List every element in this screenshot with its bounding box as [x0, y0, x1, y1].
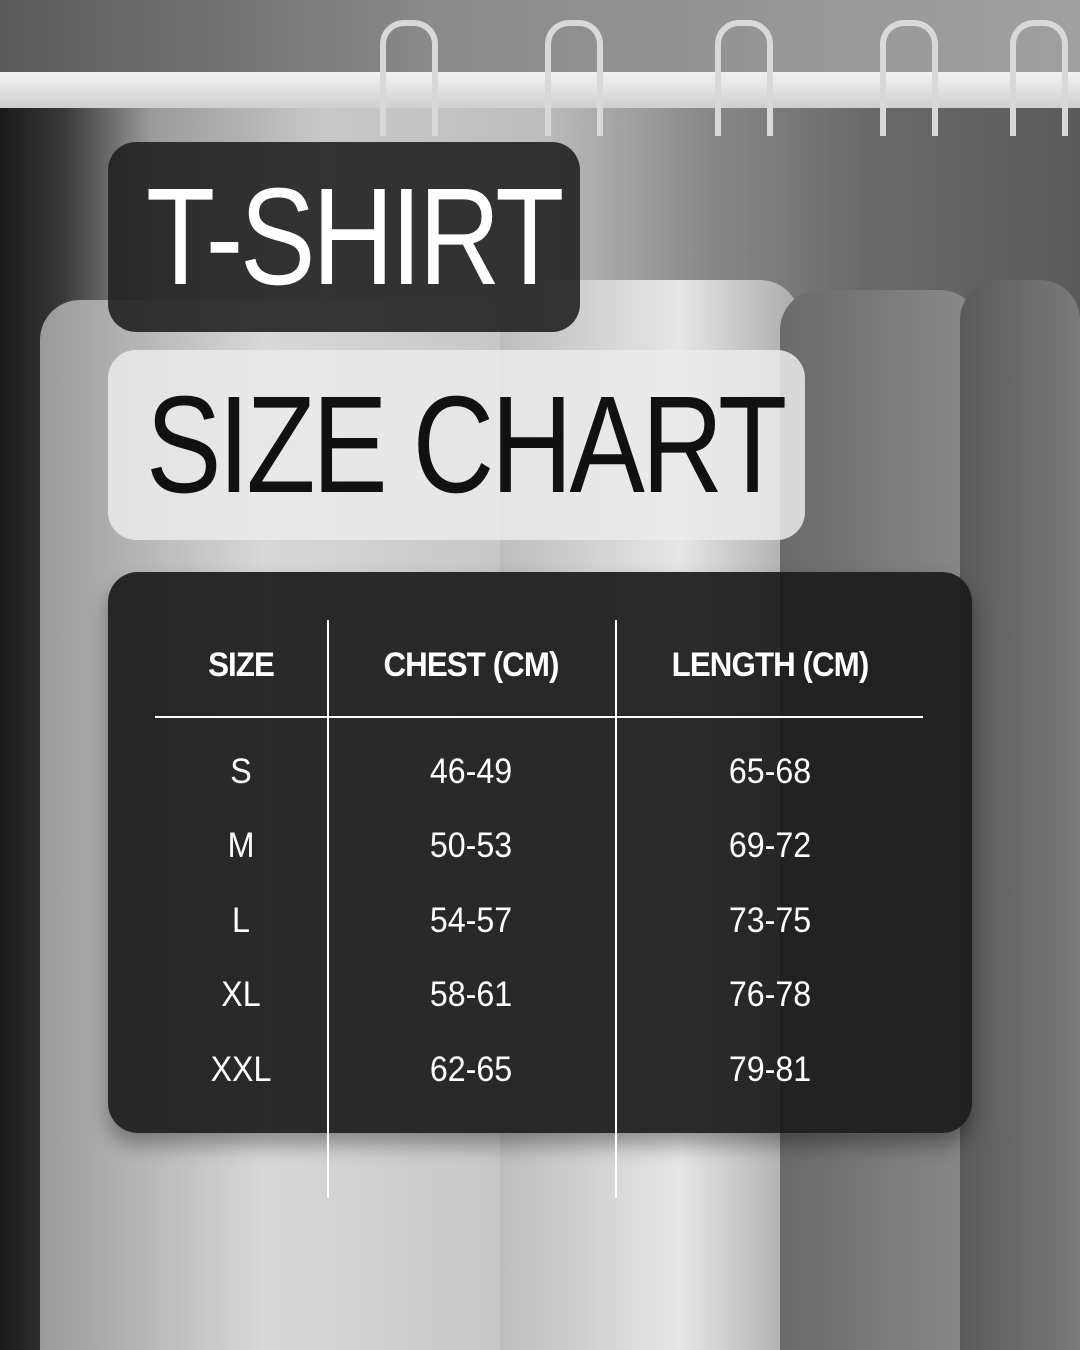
- hanger-hook-icon: [880, 20, 938, 136]
- title-box-size-chart: SIZE CHART: [108, 350, 805, 540]
- cell-size: S: [230, 752, 252, 791]
- cell-length: 73-75: [728, 901, 812, 940]
- header-length: LENGTH (CM): [671, 646, 870, 684]
- cell-chest: 54-57: [429, 901, 513, 940]
- hanger-hook-icon: [545, 20, 603, 136]
- title-line2: SIZE CHART: [146, 368, 787, 522]
- header-chest: CHEST (CM): [383, 646, 560, 684]
- cell-chest: 58-61: [429, 975, 513, 1014]
- cell-length: 65-68: [728, 752, 812, 791]
- cell-length: 69-72: [728, 826, 812, 865]
- clothing-rail: [0, 72, 1080, 108]
- cell-chest: 62-65: [429, 1050, 513, 1089]
- cell-chest: 50-53: [429, 826, 513, 865]
- hanger-hook-icon: [1010, 20, 1068, 136]
- size-table-panel: [108, 572, 972, 1133]
- header-divider: [155, 716, 923, 718]
- column-divider: [327, 620, 329, 1198]
- column-divider: [615, 620, 617, 1198]
- cell-size: XL: [221, 975, 261, 1014]
- hanger-hook-icon: [380, 20, 438, 136]
- header-size: SIZE: [208, 646, 275, 684]
- cell-size: L: [232, 901, 250, 940]
- shirt-dark: [960, 280, 1080, 1350]
- cell-chest: 46-49: [429, 752, 513, 791]
- cell-length: 76-78: [728, 975, 812, 1014]
- cell-length: 79-81: [728, 1050, 812, 1089]
- cell-size: XXL: [210, 1050, 272, 1089]
- cell-size: M: [227, 826, 255, 865]
- hanger-hook-icon: [715, 20, 773, 136]
- title-box-tshirt: T-SHIRT: [108, 142, 580, 332]
- title-line1: T-SHIRT: [146, 160, 564, 314]
